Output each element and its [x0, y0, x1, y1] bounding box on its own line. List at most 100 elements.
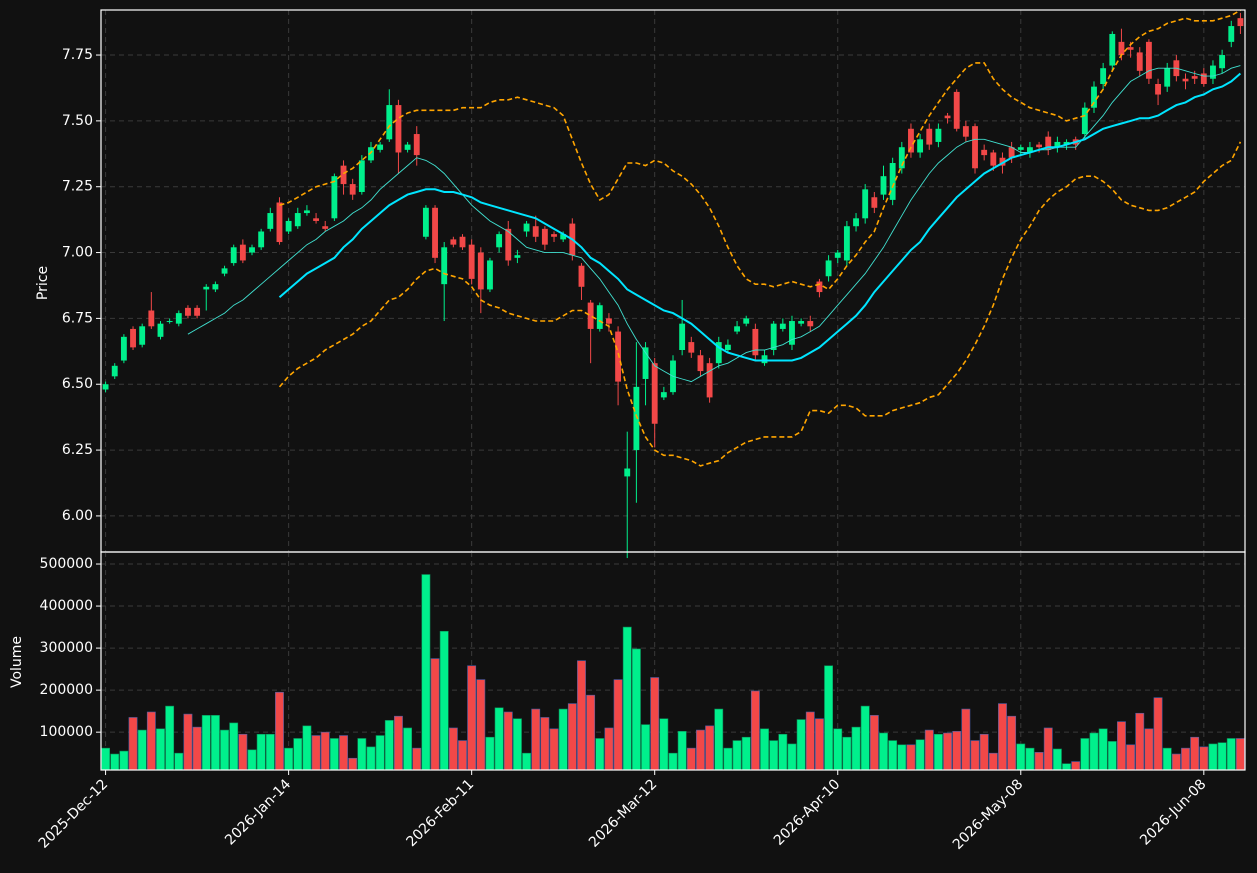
candle-body [624, 468, 631, 477]
volume-bar [256, 733, 266, 771]
candle-body [843, 226, 850, 261]
volume-bar [403, 727, 413, 771]
volume-bar [595, 738, 605, 771]
candle-body [1210, 65, 1216, 79]
volume-bar [732, 740, 742, 771]
candle-body [313, 218, 320, 221]
candle-body [102, 384, 109, 390]
candle-body [642, 347, 649, 379]
candle-body [880, 176, 887, 195]
candle-body [1164, 68, 1171, 87]
candle-body [1063, 141, 1070, 145]
candle-body [1036, 144, 1043, 148]
candle-body [825, 260, 832, 277]
candle-body [450, 239, 457, 245]
candle-body [990, 152, 997, 166]
candle-body [432, 207, 438, 258]
candle-body [898, 147, 905, 169]
candle-body [853, 218, 859, 227]
candle-body [368, 147, 374, 161]
volume-bar [613, 679, 623, 771]
volume-bar [1007, 715, 1017, 771]
candle-body [322, 226, 329, 229]
candle-body [999, 157, 1006, 166]
volume-bar [851, 726, 861, 771]
volume-bar [1162, 747, 1172, 771]
volume-bar [1135, 712, 1145, 771]
candle-body [212, 284, 219, 290]
volume-bar [394, 715, 403, 771]
y-axis-label: Price [35, 266, 51, 300]
volume-bar [1190, 736, 1200, 771]
candle-body [523, 223, 530, 232]
candle-body [551, 234, 557, 237]
candle-body [1109, 33, 1116, 66]
volume-bar [741, 736, 751, 771]
volume-bar [329, 738, 339, 771]
candle-body [1017, 147, 1024, 150]
candle-body [331, 176, 338, 219]
candle-body [1091, 86, 1097, 108]
volume-bar [650, 677, 660, 771]
volume-bar [641, 724, 650, 771]
volume-bar [1071, 761, 1081, 771]
y-tick-label: 400000 [40, 598, 93, 614]
volume-bar [366, 746, 376, 771]
volume-bar [869, 715, 879, 771]
candle-body [175, 313, 182, 324]
volume-bar [320, 731, 330, 771]
volume-bar [860, 705, 870, 771]
candle-body [1155, 84, 1161, 95]
volume-bar [668, 752, 678, 771]
volume-bar [979, 733, 989, 771]
candle-body [779, 323, 786, 329]
candle-body [981, 149, 988, 156]
volume-bar [604, 727, 614, 771]
candle-body [1100, 68, 1107, 85]
y-tick-label: 6.75 [62, 310, 93, 326]
volume-bar [1199, 746, 1209, 771]
candle-body [139, 326, 146, 345]
candle-body [1118, 41, 1125, 56]
volume-bar [1016, 743, 1026, 771]
volume-bar [1117, 721, 1126, 771]
candle-body [1237, 18, 1244, 27]
volume-bar [128, 717, 138, 771]
volume-bar [412, 747, 422, 771]
volume-bar [1126, 744, 1136, 771]
volume-bar [998, 703, 1007, 771]
volume-bar [1043, 727, 1053, 771]
volume-bar [750, 690, 760, 771]
candle-body [889, 163, 896, 200]
candle-body [386, 105, 393, 140]
volume-bar [988, 752, 998, 771]
candle-body [496, 234, 503, 248]
candle-body [807, 321, 814, 327]
volume-bar [714, 708, 724, 771]
volume-bar [430, 658, 440, 771]
volume-bar [1236, 738, 1245, 771]
volume-bar [631, 648, 641, 771]
candle-body [358, 160, 365, 192]
candle-body [587, 302, 594, 329]
volume-bar [760, 728, 769, 771]
volume-bar [311, 735, 321, 771]
candle-body [258, 231, 265, 248]
indicator-line [278, 141, 1242, 467]
candle-body [596, 305, 603, 329]
candle-body [166, 321, 173, 323]
candle-body [743, 318, 750, 324]
candle-body [1136, 52, 1143, 71]
volume-bar [439, 630, 449, 771]
candle-body [926, 128, 933, 145]
candle-body [459, 236, 466, 248]
candle-body [130, 328, 136, 348]
volume-bar [933, 733, 943, 771]
volume-bar [677, 731, 687, 771]
candle-body [239, 244, 246, 261]
volume-bar [476, 679, 486, 771]
candle-body [1200, 73, 1207, 85]
candle-body [422, 207, 429, 237]
volume-bar [622, 626, 632, 771]
